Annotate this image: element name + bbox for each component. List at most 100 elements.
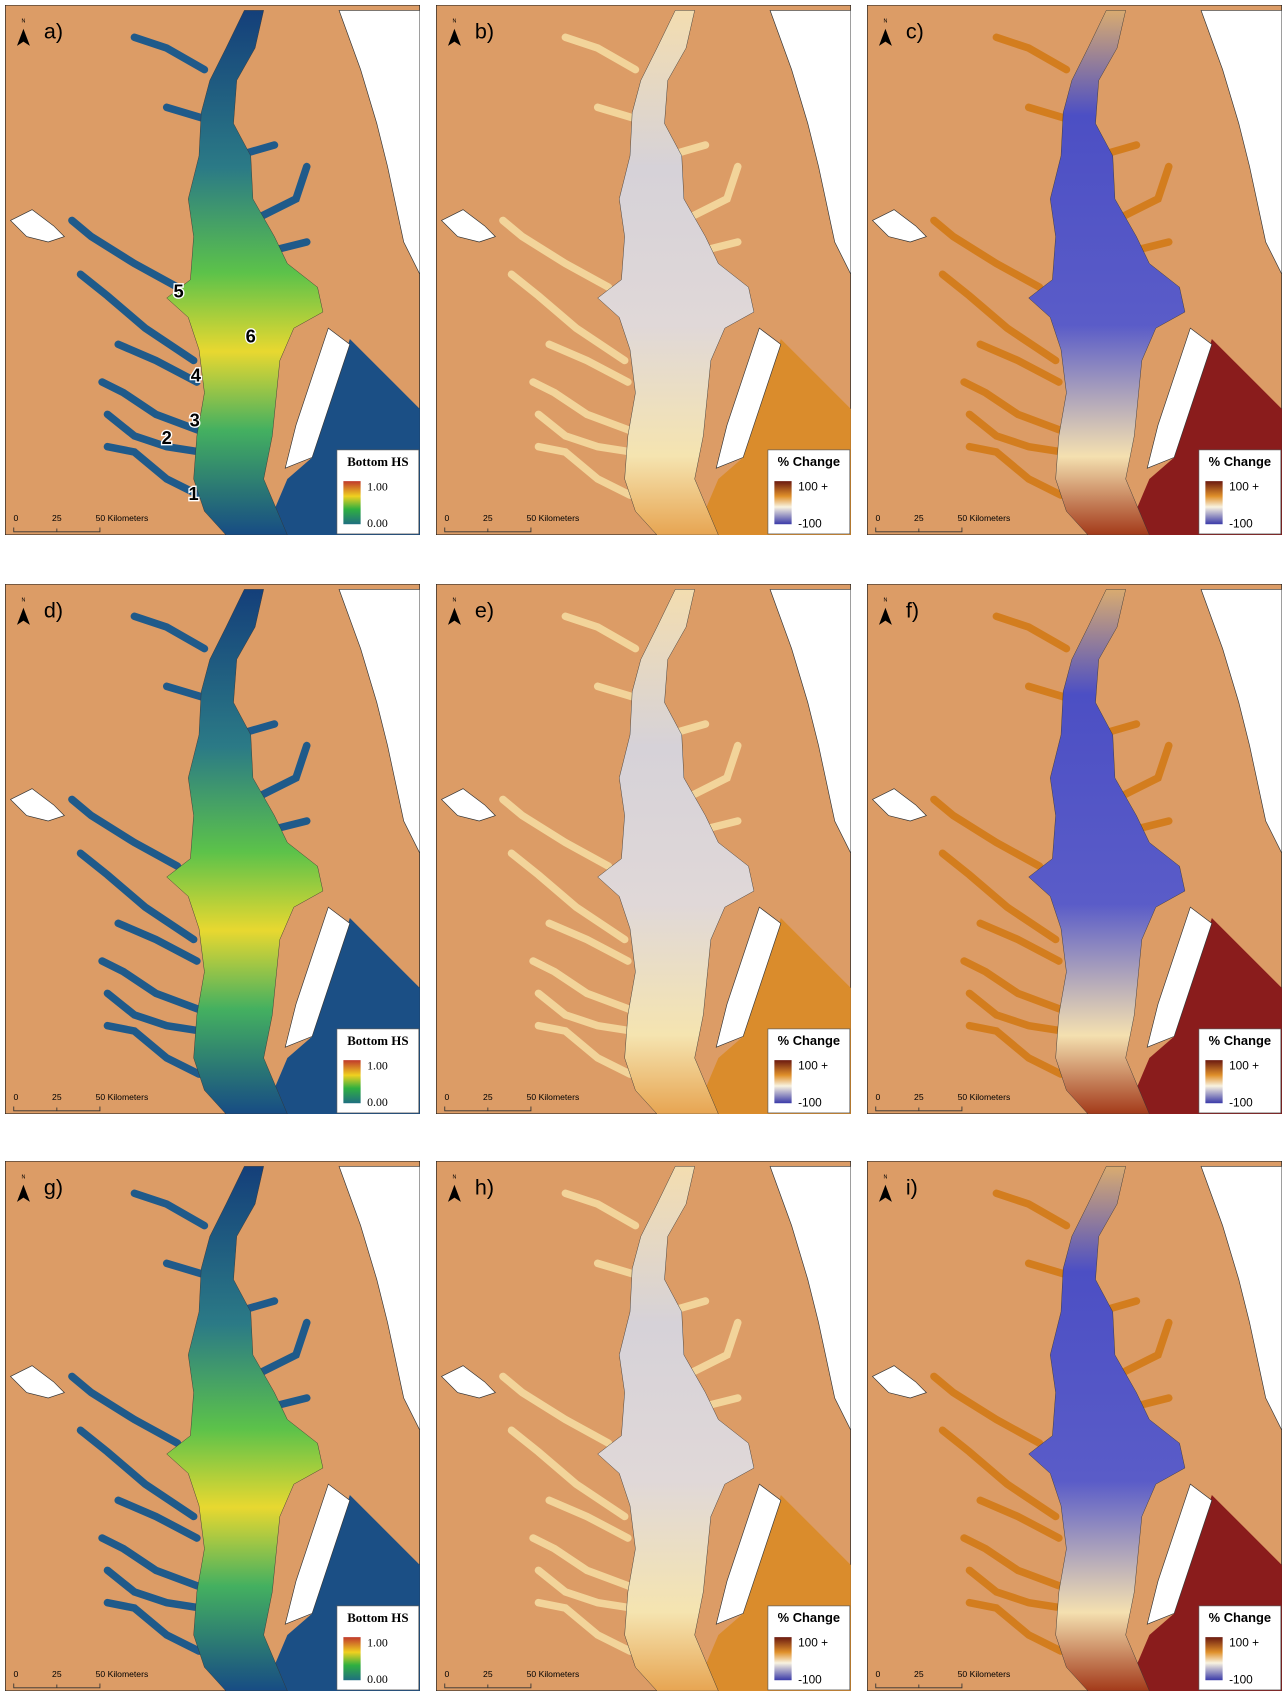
- tributary: [992, 1189, 1071, 1230]
- tributary: [534, 1598, 634, 1655]
- scale-label: 25: [52, 1092, 62, 1102]
- tributary: [960, 957, 1065, 1014]
- tributary: [76, 849, 198, 944]
- barrier-island: [284, 1483, 351, 1625]
- legend-high: 100 +: [1229, 1636, 1259, 1650]
- panel-label: i): [906, 1176, 918, 1200]
- tributary: [98, 957, 203, 1014]
- tributary: [499, 1372, 613, 1448]
- legend-high: 100 +: [798, 1636, 828, 1650]
- tributary: [130, 33, 209, 74]
- river-upper: [871, 209, 927, 243]
- river-upper: [440, 788, 496, 822]
- legend-low: -100: [1229, 516, 1253, 530]
- tributary: [561, 612, 640, 653]
- legend-colorbar: [343, 481, 361, 525]
- tributary: [1111, 1318, 1173, 1381]
- tributary: [529, 957, 634, 1014]
- tributary: [103, 1566, 205, 1612]
- tributary: [938, 270, 1060, 365]
- scale-label: 25: [483, 1092, 493, 1102]
- legend-high: 1.00: [367, 479, 388, 493]
- north-label: N: [452, 1175, 456, 1181]
- legend-title: % Change: [1209, 1610, 1271, 1625]
- scale-label: 25: [52, 513, 62, 523]
- legend-title: Bottom HS: [347, 1033, 408, 1048]
- legend-colorbar: [1205, 1060, 1223, 1104]
- scale-label: 25: [914, 1092, 924, 1102]
- tributary: [930, 1372, 1044, 1448]
- barrier-island: [284, 906, 351, 1048]
- site-number: 4: [191, 364, 202, 385]
- tributary: [249, 162, 311, 225]
- legend-high: 1.00: [367, 1058, 388, 1072]
- tributary: [249, 741, 311, 804]
- north-label: N: [452, 598, 456, 604]
- legend-low: -100: [1229, 1095, 1253, 1109]
- scale-bar: [13, 527, 101, 533]
- tributary: [938, 1426, 1060, 1521]
- scale-label: 0: [14, 1669, 19, 1679]
- bay: [166, 1166, 324, 1691]
- north-label: N: [883, 598, 887, 604]
- delaware-bay: [1200, 589, 1282, 854]
- tributary: [965, 1598, 1065, 1655]
- legend-title: Bottom HS: [347, 1610, 408, 1625]
- bay: [166, 589, 324, 1114]
- scale-label: 0: [445, 513, 450, 523]
- tributary: [499, 216, 613, 292]
- legend-high: 100 +: [798, 1059, 828, 1073]
- river-upper: [871, 788, 927, 822]
- legend-high: 100 +: [1229, 480, 1259, 494]
- legend-low: -100: [798, 1672, 822, 1686]
- scale-bar: [13, 1106, 101, 1112]
- tributary: [680, 1318, 742, 1381]
- tributary: [545, 340, 632, 386]
- tributary: [68, 795, 182, 871]
- tributary: [499, 795, 613, 871]
- scale-label: 50 Kilometers: [96, 513, 149, 523]
- site-number: 2: [162, 427, 172, 448]
- delaware-bay: [769, 1166, 851, 1431]
- legend-low: -100: [798, 1095, 822, 1109]
- tributary: [103, 989, 205, 1035]
- scale-label: 50 Kilometers: [96, 1092, 149, 1102]
- legend-title: % Change: [778, 454, 840, 469]
- north-arrow: [878, 28, 892, 46]
- tributary: [507, 1426, 629, 1521]
- legend-low: 0.00: [367, 1672, 388, 1686]
- site-number: 3: [190, 410, 200, 431]
- tributary: [930, 795, 1044, 871]
- delaware-bay: [338, 1166, 420, 1431]
- barrier-island: [1146, 327, 1213, 469]
- legend-low: -100: [798, 516, 822, 530]
- tributary: [965, 442, 1065, 499]
- delaware-bay: [769, 589, 851, 854]
- bay: [1028, 10, 1186, 535]
- river-upper: [440, 209, 496, 243]
- river-upper: [9, 209, 65, 243]
- tributary: [534, 442, 634, 499]
- legend-title: Bottom HS: [347, 454, 408, 469]
- north-arrow: [447, 1184, 461, 1202]
- scale-label: 0: [14, 1092, 19, 1102]
- tributary: [103, 1021, 203, 1078]
- scale-label: 25: [483, 1669, 493, 1679]
- tributary: [114, 919, 201, 965]
- tributary: [534, 1566, 636, 1612]
- panel-label: f): [906, 599, 919, 623]
- delaware-bay: [1200, 10, 1282, 275]
- tributary: [960, 378, 1065, 435]
- scale-label: 25: [483, 513, 493, 523]
- scale-label: 0: [445, 1669, 450, 1679]
- scale-bar: [444, 1106, 532, 1112]
- bay: [1028, 589, 1186, 1114]
- tributary: [965, 1566, 1067, 1612]
- scale-label: 50 Kilometers: [527, 1669, 580, 1679]
- bay: [1028, 1166, 1186, 1691]
